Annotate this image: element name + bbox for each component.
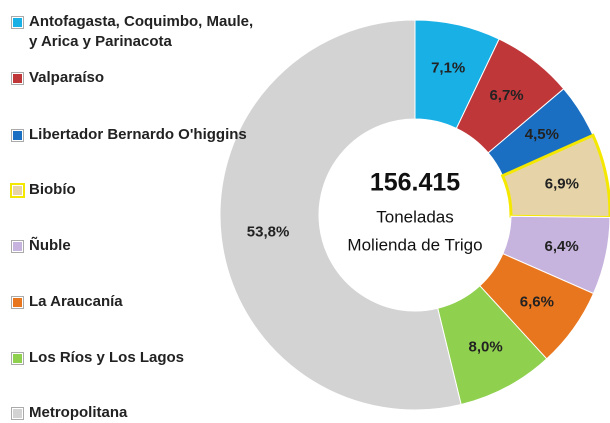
legend-item: La Araucanía (12, 292, 262, 312)
legend-swatch (12, 353, 23, 364)
legend-swatch (12, 185, 23, 196)
data-label: 53,8% (247, 224, 290, 241)
legend-label: Valparaíso (29, 69, 105, 86)
data-label: 6,4% (544, 238, 578, 255)
slice (219, 19, 462, 411)
legend-item: Antofagasta, Coquimbo, Maule, y Arica y … (12, 12, 262, 52)
legend-swatch (12, 408, 23, 419)
center-unit: Toneladas (376, 207, 454, 226)
legend-label: Metropolitana (29, 404, 128, 421)
data-label: 4,5% (525, 126, 559, 143)
legend-item: Libertador Bernardo O'higgins (12, 125, 262, 145)
legend-swatch (12, 297, 23, 308)
legend-item: Los Ríos y Los Lagos (12, 348, 262, 368)
data-label: 7,1% (431, 60, 465, 77)
legend-label: Los Ríos y Los Lagos (29, 349, 185, 366)
legend-item: Metropolitana (12, 403, 262, 423)
legend-swatch (12, 73, 23, 84)
legend-item: Valparaíso (12, 68, 262, 88)
legend-label: Antofagasta, Coquimbo, Maule, y Arica y … (29, 13, 254, 50)
center-caption: Molienda de Trigo (347, 235, 482, 254)
legend-swatch (12, 17, 23, 28)
center-total: 156.415 (370, 169, 460, 197)
data-label: 6,7% (489, 87, 523, 104)
legend-label: Ñuble (29, 237, 71, 254)
legend-label: La Araucanía (29, 293, 123, 310)
data-label: 6,6% (520, 293, 554, 310)
legend-swatch (12, 241, 23, 252)
data-label: 8,0% (469, 338, 503, 355)
legend-item: Ñuble (12, 236, 262, 256)
legend-item: Biobío (12, 180, 262, 200)
legend-label: Biobío (29, 181, 76, 198)
data-label: 6,9% (545, 176, 579, 193)
legend-label: Libertador Bernardo O'higgins (29, 126, 247, 143)
legend-swatch (12, 130, 23, 141)
